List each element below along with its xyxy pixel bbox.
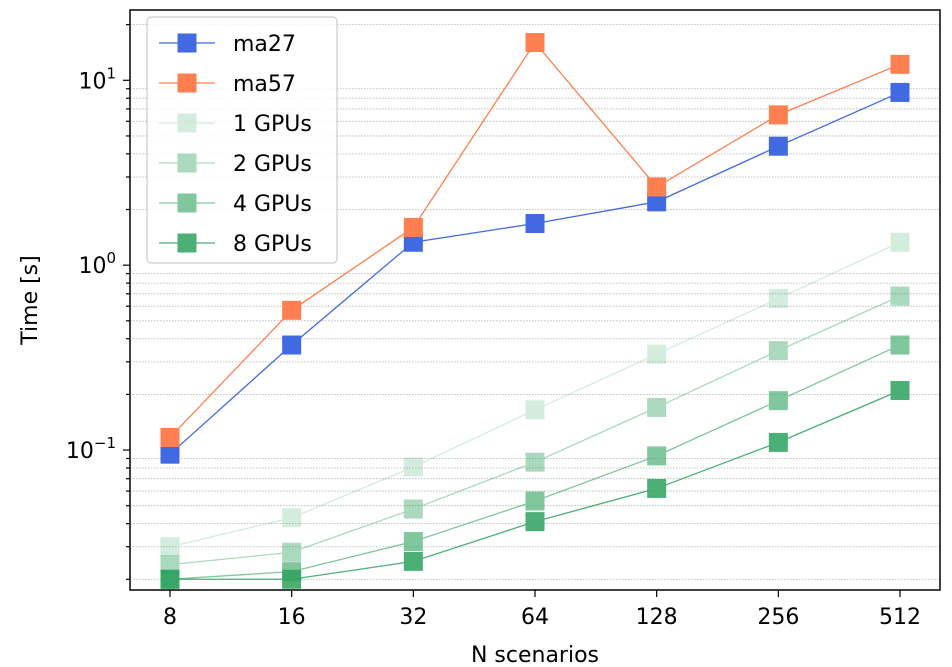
legend-label: 2 GPUs — [233, 152, 312, 177]
data-point — [282, 569, 302, 589]
data-point — [768, 105, 788, 125]
data-point — [403, 551, 423, 571]
x-tick-label: 16 — [278, 605, 306, 630]
x-tick-label: 8 — [163, 605, 177, 630]
data-point — [890, 82, 910, 102]
y-tick-base: 10 — [78, 69, 106, 94]
data-point — [160, 427, 180, 447]
data-point — [160, 537, 180, 557]
data-point — [403, 499, 423, 519]
y-tick-label: 10−1 — [66, 434, 116, 464]
legend-marker — [177, 233, 197, 253]
data-point — [647, 446, 667, 466]
series-8-gpus — [160, 380, 910, 589]
x-tick-label: 128 — [636, 605, 678, 630]
legend-label: 1 GPUs — [233, 112, 312, 137]
data-point — [525, 512, 545, 532]
y-axis-label: Time [s] — [18, 255, 43, 345]
data-point — [647, 177, 667, 197]
data-point — [160, 444, 180, 464]
y-tick-base: 10 — [78, 254, 106, 279]
data-point — [403, 457, 423, 477]
legend: ma27 ma57 1 GPUs 2 GPUs 4 GPUs 8 GPUs — [146, 16, 338, 264]
y-tick-exponent: 0 — [106, 249, 116, 267]
data-point — [890, 286, 910, 306]
y-tick-exponent: 1 — [106, 64, 116, 82]
data-point — [647, 192, 667, 212]
legend-marker — [177, 113, 197, 133]
legend-swatch — [159, 73, 215, 93]
y-tick-exponent: −1 — [94, 434, 116, 452]
data-point — [403, 217, 423, 237]
data-point — [160, 569, 180, 589]
x-tick-label: 32 — [399, 605, 427, 630]
legend-marker — [177, 153, 197, 173]
data-point — [647, 344, 667, 364]
data-point — [647, 397, 667, 417]
x-tick-label: 64 — [521, 605, 549, 630]
data-point — [768, 432, 788, 452]
y-tick-label: 100 — [78, 249, 116, 279]
data-point — [160, 555, 180, 575]
legend-label: ma57 — [233, 72, 296, 97]
data-point — [890, 232, 910, 252]
legend-marker — [177, 73, 197, 93]
data-point — [282, 300, 302, 320]
data-point — [647, 478, 667, 498]
data-point — [890, 54, 910, 74]
data-point — [768, 341, 788, 361]
data-point — [768, 391, 788, 411]
x-axis: 8 16 32 64 128 256 512 — [163, 590, 921, 630]
legend-label: ma27 — [233, 32, 296, 57]
legend-swatch — [159, 233, 215, 253]
y-tick-base: 10 — [66, 439, 94, 464]
data-point — [525, 214, 545, 234]
series-line — [169, 241, 901, 548]
data-point — [525, 33, 545, 53]
series-ma57 — [160, 33, 910, 447]
data-point — [403, 532, 423, 552]
legend-swatch — [159, 153, 215, 173]
data-point — [282, 508, 302, 528]
series-1-gpus — [160, 232, 910, 557]
legend-marker — [177, 193, 197, 213]
grid — [130, 24, 940, 580]
legend-swatch — [159, 193, 215, 213]
x-tick-label: 512 — [879, 605, 921, 630]
data-point — [768, 289, 788, 309]
data-point — [403, 232, 423, 252]
data-point — [282, 335, 302, 355]
data-point — [525, 400, 545, 420]
data-point — [525, 491, 545, 511]
data-point — [890, 380, 910, 400]
data-point — [768, 136, 788, 156]
legend-label: 4 GPUs — [233, 192, 312, 217]
data-point — [890, 335, 910, 355]
series-ma27 — [160, 82, 910, 464]
series-line — [169, 295, 901, 566]
data-point — [525, 452, 545, 472]
x-axis-label: N scenarios — [471, 643, 599, 667]
legend-swatch — [159, 113, 215, 133]
series-2-gpus — [160, 286, 910, 575]
y-tick-label: 101 — [78, 64, 116, 94]
x-tick-label: 256 — [757, 605, 799, 630]
series-layer — [160, 33, 910, 589]
legend-label: 8 GPUs — [233, 232, 312, 257]
legend-marker — [177, 33, 197, 53]
data-point — [282, 542, 302, 562]
legend-swatch — [159, 33, 215, 53]
